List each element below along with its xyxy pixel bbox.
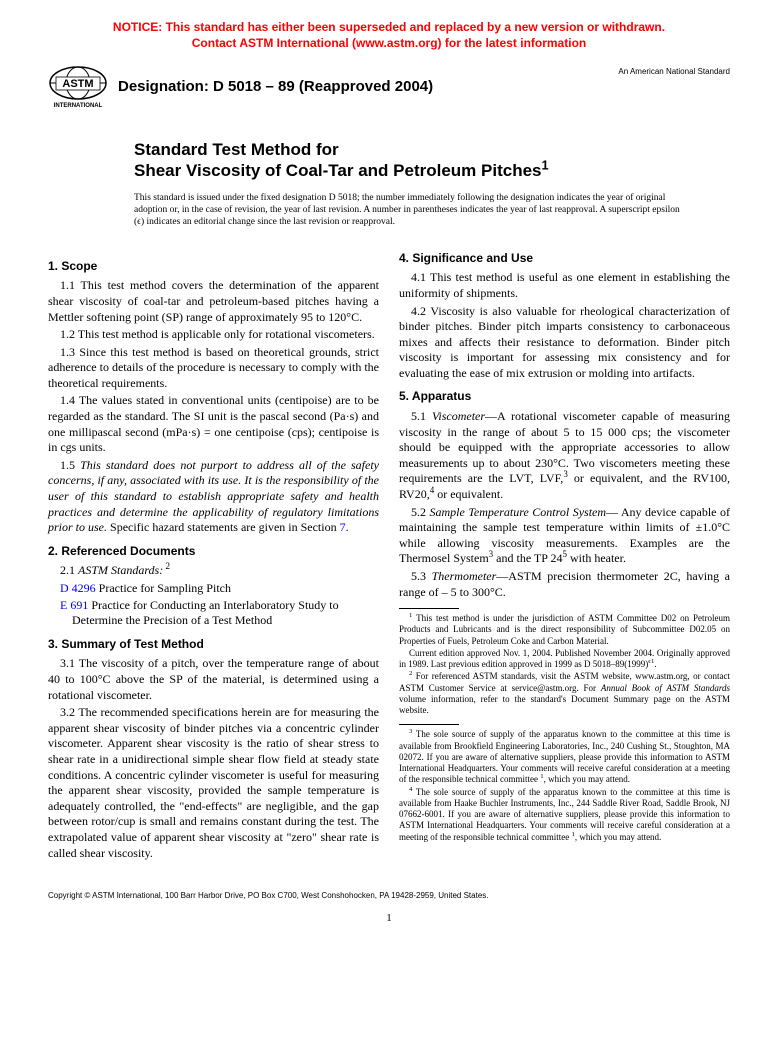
para-4-2: 4.2 Viscosity is also valuable for rheol… [399,304,730,382]
title-block: Standard Test Method for Shear Viscosity… [134,139,730,182]
para-1-2: 1.2 This test method is applicable only … [48,327,379,343]
para-3-1: 3.1 The viscosity of a pitch, over the t… [48,656,379,703]
section-head-3: 3. Summary of Test Method [48,637,379,653]
footnotes-right: 3 The sole source of supply of the appar… [399,724,730,843]
para-2-1: 2.1 ASTM Standards: 2 [48,563,379,579]
para-1-3: 1.3 Since this test method is based on t… [48,345,379,392]
title-line-2: Shear Viscosity of Coal-Tar and Petroleu… [134,160,730,181]
title-line-1: Standard Test Method for [134,139,730,160]
para-1-4: 1.4 The values stated in conventional un… [48,393,379,455]
footnote-3: 3 The sole source of supply of the appar… [399,729,730,785]
ref-e691: E 691 Practice for Conducting an Interla… [48,598,379,629]
d4296-link[interactable]: D 4296 [60,581,96,595]
designation: Designation: D 5018 – 89 (Reapproved 200… [118,77,618,97]
section-head-1: 1. Scope [48,259,379,275]
para-1-5: 1.5 This standard does not purport to ad… [48,458,379,536]
footnote-separator-right [399,724,459,725]
notice-line-1: NOTICE: This standard has either been su… [48,20,730,36]
notice-line-2: Contact ASTM International (www.astm.org… [48,36,730,52]
section-head-4: 4. Significance and Use [399,251,730,267]
para-1-1: 1.1 This test method covers the determin… [48,278,379,325]
svg-text:ASTM: ASTM [62,78,93,90]
section-head-5: 5. Apparatus [399,389,730,405]
astm-logo: ASTM INTERNATIONAL [48,63,108,111]
footnote-4: 4 The sole source of supply of the appar… [399,787,730,843]
footnote-1b: Current edition approved Nov. 1, 2004. P… [399,648,730,671]
para-4-1: 4.1 This test method is useful as one el… [399,270,730,301]
header-row: ASTM INTERNATIONAL Designation: D 5018 –… [48,63,730,111]
ref-d4296: D 4296 Practice for Sampling Pitch [48,581,379,597]
notice-block: NOTICE: This standard has either been su… [48,20,730,51]
footnotes-left: 1 This test method is under the jurisdic… [399,608,730,716]
copyright: Copyright © ASTM International, 100 Barr… [48,891,730,901]
footnote-2: 2 For referenced ASTM standards, visit t… [399,671,730,716]
page-number: 1 [48,911,730,925]
para-3-2: 3.2 The recommended specifications herei… [48,705,379,861]
body-columns: 1. Scope 1.1 This test method covers the… [48,251,730,861]
footnote-separator-left [399,608,459,609]
svg-text:INTERNATIONAL: INTERNATIONAL [54,103,103,109]
e691-link[interactable]: E 691 [60,598,88,612]
footnote-1: 1 This test method is under the jurisdic… [399,613,730,647]
para-5-1: 5.1 Viscometer—A rotational viscometer c… [399,409,730,503]
document-page: NOTICE: This standard has either been su… [0,0,778,956]
ans-label: An American National Standard [618,67,730,77]
para-5-3: 5.3 Thermometer—ASTM precision thermomet… [399,569,730,600]
section-head-2: 2. Referenced Documents [48,544,379,560]
para-5-2: 5.2 Sample Temperature Control System— A… [399,505,730,567]
issuance-note: This standard is issued under the fixed … [134,192,690,229]
